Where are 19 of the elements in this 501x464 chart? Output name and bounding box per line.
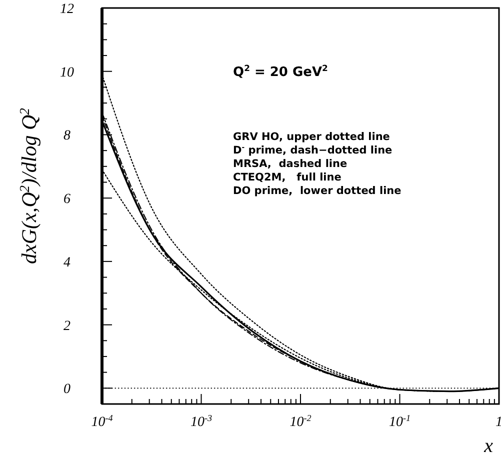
x-tick-label: 10$^{-4}$ xyxy=(91,413,114,430)
x-tick-label: 10$^{-1}$ xyxy=(388,413,411,430)
y-tick-label: 10 xyxy=(60,65,74,80)
annotation: CTEQ2M, full line xyxy=(233,172,342,184)
x-tick-label: 10$^{-3}$ xyxy=(190,413,212,430)
annotation: Q$^{2}$ = 20 GeV$^{2}$ xyxy=(233,63,328,80)
y-tick-label: 12 xyxy=(60,2,74,17)
y-tick-label: 6 xyxy=(64,192,70,208)
y-tick-label: 4 xyxy=(64,255,70,270)
x-tick-label: 1 xyxy=(496,415,501,430)
annotation: DO prime, lower dotted line xyxy=(233,185,402,197)
x-tick-label: 10$^{-2}$ xyxy=(290,413,312,430)
y-tick-label: 2 xyxy=(64,318,70,334)
y-tick-label: 0 xyxy=(64,382,70,398)
annotation: GRV HO, upper dotted line xyxy=(233,131,390,143)
annotation: MRSA, dashed line xyxy=(233,158,348,170)
annotation: D$^{-}$ prime, dash−dotted line xyxy=(233,144,392,156)
x-axis-title: x xyxy=(483,435,494,457)
y-tick-label: 8 xyxy=(64,128,70,144)
